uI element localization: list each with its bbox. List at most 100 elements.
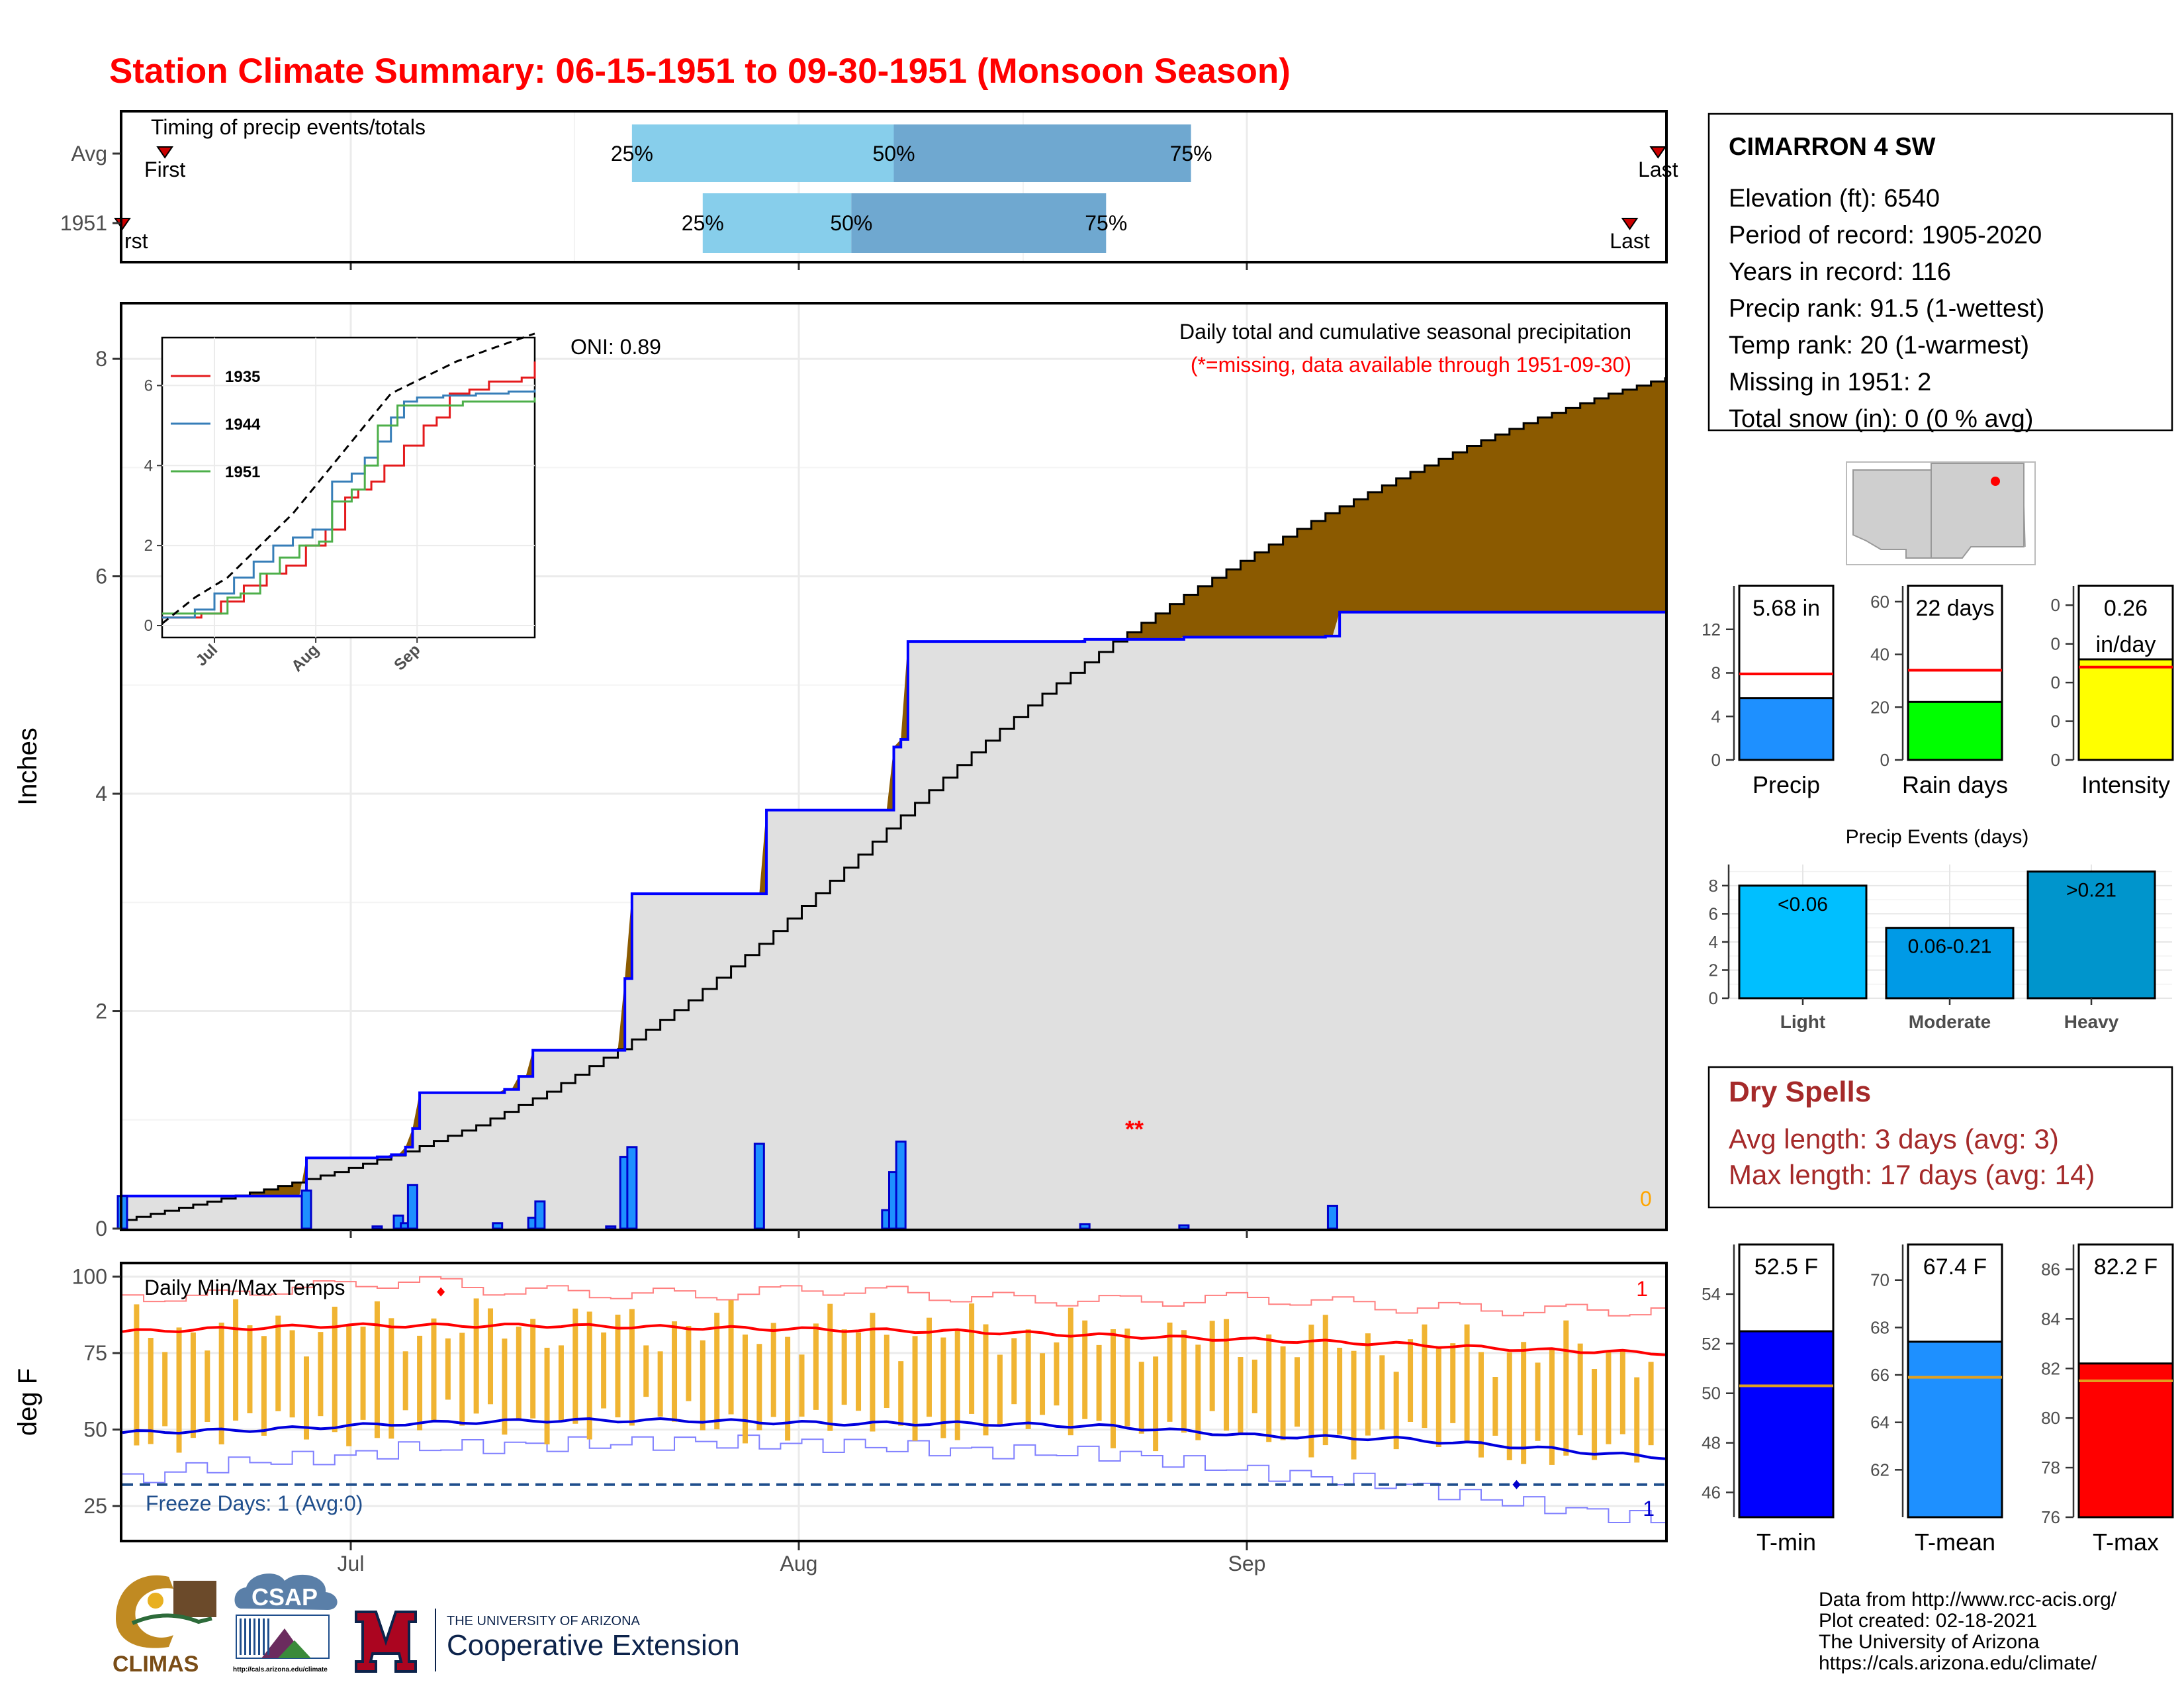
station-location-dot (1991, 477, 2000, 486)
tsum-ytick-label: 50 (1702, 1383, 1721, 1403)
temp-ytick-label: 50 (83, 1418, 107, 1442)
inset-legend-label: 1944 (225, 416, 261, 434)
daily-precip-bar (1178, 1224, 1190, 1230)
daily-temp-bar (1280, 1346, 1286, 1440)
tsum-bar (1907, 1340, 2003, 1519)
daily-temp-bar (205, 1350, 210, 1422)
csap-logo: CSAP http://cals.arizona.edu/climate (233, 1573, 338, 1673)
daily-temp-bar (332, 1306, 338, 1432)
precip-ytick-label: 6 (95, 565, 107, 588)
daily-temp-bar (969, 1303, 975, 1414)
events-category-label: Heavy (2064, 1011, 2119, 1032)
daily-temp-bar (176, 1327, 182, 1453)
observed-cumulative-fill (122, 612, 1665, 1229)
events-ytick-label: 4 (1709, 932, 1718, 952)
timing-bar-25-50 (631, 124, 894, 182)
daily-temp-bar (1393, 1372, 1399, 1450)
precip-ylabel: Inches (13, 727, 42, 806)
tsum-value-label: 67.4 F (1923, 1254, 1987, 1280)
timing-label-25: 25% (611, 142, 653, 165)
tsum-ytick-label: 68 (1870, 1317, 1889, 1337)
daily-temp-bar (417, 1335, 423, 1430)
daily-temp-bar (304, 1356, 310, 1440)
daily-temp-bar (841, 1329, 847, 1405)
daily-temp-bar (289, 1330, 295, 1418)
climas-wordmark: CLIMAS (113, 1652, 199, 1677)
csap-stripe (240, 1618, 242, 1655)
inset-legend-label: 1935 (225, 368, 260, 386)
events-category-label: Moderate (1909, 1011, 1991, 1032)
precip-ytick-label: 4 (95, 782, 107, 806)
last-event-marker (1649, 146, 1667, 159)
timing-label-50: 50% (872, 142, 915, 165)
daily-temp-bar (1592, 1368, 1598, 1460)
logo-strip: CLIMAS CSAP http://cals.arizona.edu/clim… (113, 1573, 740, 1677)
daily-temp-bar (275, 1315, 281, 1411)
daily-temp-bar (431, 1318, 437, 1422)
footer-credits: Data from http://www.rcc-acis.org/Plot c… (1819, 1589, 2117, 1674)
daily-temp-bar (1096, 1344, 1102, 1421)
daily-temp-bar (1521, 1342, 1527, 1464)
tsum-ytick-label: 70 (1870, 1270, 1889, 1290)
totals-ytick-label: 4 (1711, 706, 1721, 726)
month-label: Aug (780, 1552, 818, 1575)
tsum-value-label: 82.2 F (2094, 1254, 2158, 1280)
daily-temp-bar (586, 1311, 592, 1440)
daily-temp-bar (1224, 1319, 1230, 1431)
daily-precip-bar (1079, 1223, 1091, 1230)
tsum-bar (2077, 1362, 2174, 1519)
daily-temp-bar (1577, 1343, 1583, 1436)
missing-marker: ** (1125, 1115, 1144, 1143)
daily-temp-bar (1054, 1342, 1060, 1406)
timing-label-50: 50% (830, 211, 872, 235)
csap-stripe (253, 1618, 255, 1655)
daily-temp-bar (516, 1327, 522, 1419)
daily-temp-bar (629, 1309, 635, 1426)
daily-temp-bar (1040, 1353, 1046, 1415)
daily-temp-bar (912, 1336, 918, 1441)
station-info-line: Period of record: 1905-2020 (1729, 222, 2042, 250)
daily-temp-bar (488, 1308, 494, 1405)
daily-temp-bar (714, 1313, 720, 1430)
station-info-line: Missing in 1951: 2 (1729, 369, 1931, 397)
daily-temp-bar (954, 1330, 960, 1440)
totals-ytick-label: 0 (2051, 673, 2060, 692)
events-bar (1738, 884, 1868, 1000)
dry-spells-box: Dry Spells Avg length: 3 days (avg: 3) M… (1707, 1066, 2173, 1209)
precip-frame (120, 302, 1668, 1231)
totals-ytick-label: 0 (2051, 595, 2060, 615)
daily-temp-bar (813, 1323, 819, 1410)
ua-small-text: THE UNIVERSITY OF ARIZONA (447, 1614, 641, 1628)
oni-label: ONI: 0.89 (570, 335, 661, 359)
daily-temp-bar (827, 1303, 833, 1431)
daily-temp-bar (1153, 1356, 1159, 1452)
footer-line: Plot created: 02-18-2021 (1819, 1610, 2037, 1632)
footer-line: The University of Arizona (1819, 1631, 2040, 1653)
month-label: Jul (338, 1552, 365, 1575)
dry-spells-avg: Avg length: 3 days (avg: 3) (1729, 1123, 2059, 1154)
dry-spells-max: Max length: 17 days (avg: 14) (1729, 1159, 2095, 1190)
daily-temp-bar (459, 1333, 465, 1426)
totals-ytick-label: 0 (2051, 750, 2060, 770)
daily-temp-bar (1492, 1377, 1498, 1436)
events-ytick-label: 2 (1709, 960, 1718, 980)
daily-temp-bar (1351, 1350, 1357, 1460)
totals-ytick-label: 20 (1870, 697, 1889, 717)
daily-temp-bar (1648, 1362, 1654, 1446)
daily-temp-bar (346, 1325, 352, 1446)
daily-temp-bar (700, 1340, 705, 1430)
tsum-ytick-label: 64 (1870, 1413, 1889, 1432)
totals-name: Precip (1752, 771, 1820, 798)
daily-temp-bar (473, 1298, 479, 1414)
avg-max-line (122, 1322, 1666, 1356)
temp-ytick-label: 100 (72, 1264, 107, 1288)
daily-temp-bar (672, 1321, 678, 1422)
daily-temp-bar (615, 1315, 621, 1418)
daily-temp-bar (1124, 1329, 1130, 1427)
totals-ytick-label: 0 (2051, 634, 2060, 654)
tsum-ytick-label: 66 (1870, 1365, 1889, 1385)
station-info-line: Elevation (ft): 6540 (1729, 185, 1940, 212)
daily-temp-bar (1251, 1359, 1257, 1413)
timing-frame (120, 110, 1668, 263)
